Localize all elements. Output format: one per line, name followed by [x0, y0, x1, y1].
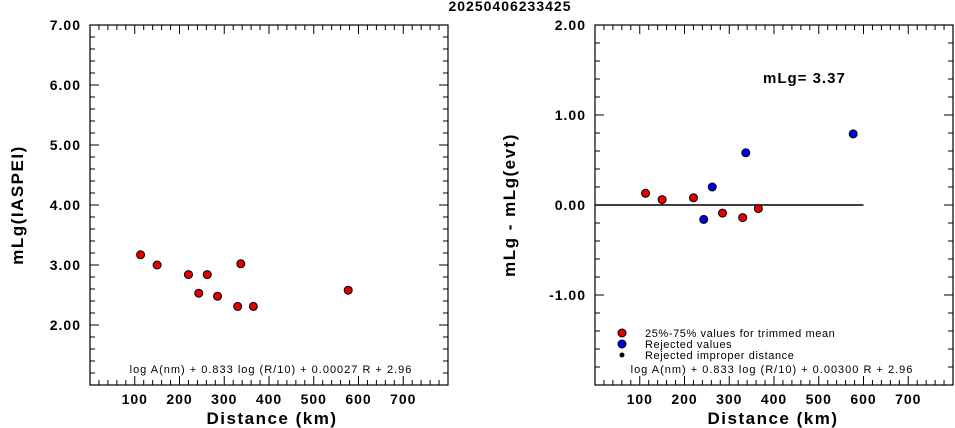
data-point: [136, 250, 146, 260]
x-tick-label: 300: [211, 391, 237, 407]
y-tick-label: 2.00: [555, 17, 586, 33]
data-point: [718, 208, 728, 218]
x-tick-label: 600: [850, 391, 876, 407]
right-y-axis-label: mLg - mLg(evt): [500, 133, 519, 277]
data-point: [213, 291, 223, 301]
legend-label-improper: Rejected improper distance: [645, 350, 795, 362]
x-tick-label: 700: [390, 391, 416, 407]
data-point: [688, 193, 698, 203]
legend-marker-rejected: [617, 339, 627, 349]
legend-label-trimmed: 25%-75% values for trimmed mean: [645, 328, 835, 340]
data-point: [848, 129, 858, 139]
left-x-tick-labels: 100 200 300 400 500 600 700: [122, 391, 416, 407]
data-point: [343, 285, 353, 295]
legend-marker-trimmed: [617, 328, 627, 338]
figure-title: 20250406233425: [448, 0, 571, 14]
y-tick-label: 1.00: [555, 107, 586, 123]
x-tick-label: 400: [256, 391, 282, 407]
x-tick-label: 600: [345, 391, 371, 407]
right-y-tick-labels: -1.00 0.00 1.00 2.00: [549, 17, 586, 303]
data-point: [738, 213, 748, 223]
data-point: [753, 204, 763, 214]
data-point: [641, 188, 651, 198]
right-x-axis-label: Distance (km): [708, 409, 839, 428]
data-point: [183, 270, 193, 280]
y-tick-label: 2.00: [50, 317, 81, 333]
data-point: [657, 195, 667, 205]
data-point: [248, 301, 258, 311]
y-tick-label: 7.00: [50, 17, 81, 33]
data-point: [707, 182, 717, 192]
right-data-points: [641, 129, 858, 224]
x-tick-label: 200: [671, 391, 697, 407]
x-tick-label: 400: [761, 391, 787, 407]
left-x-axis-label: Distance (km): [207, 409, 338, 428]
mlg-annotation: mLg= 3.37: [763, 70, 846, 87]
y-tick-label: 3.00: [50, 257, 81, 273]
legend: 25%-75% values for trimmed mean Rejected…: [617, 328, 835, 362]
left-panel: 2.00 3.00 4.00 5.00 6.00 7.00 100 200 300 400 500…: [8, 17, 449, 428]
right-x-tick-labels: 100 200 300 400 500 600 700: [627, 391, 921, 407]
data-point: [152, 260, 162, 270]
right-formula: log A(nm) + 0.833 log (R/10) + 0.00300 R…: [631, 364, 914, 376]
x-tick-label: 500: [301, 391, 327, 407]
x-tick-label: 200: [166, 391, 192, 407]
data-point: [699, 214, 709, 224]
left-plot-frame: [89, 24, 449, 386]
left-y-axis-label: mLg(IASPEI): [8, 145, 27, 264]
x-tick-label: 100: [627, 391, 653, 407]
y-tick-label: 5.00: [50, 137, 81, 153]
data-point: [233, 301, 243, 311]
left-data-points: [136, 250, 353, 311]
x-tick-label: 300: [716, 391, 742, 407]
legend-label-rejected: Rejected values: [645, 339, 732, 351]
x-tick-label: 500: [806, 391, 832, 407]
y-tick-label: 4.00: [50, 197, 81, 213]
y-tick-label: 6.00: [50, 77, 81, 93]
y-tick-label: -1.00: [549, 287, 586, 303]
legend-marker-improper: [619, 352, 625, 358]
left-y-tick-labels: 2.00 3.00 4.00 5.00 6.00 7.00: [50, 17, 81, 333]
data-point: [741, 148, 751, 158]
data-point: [194, 288, 204, 298]
y-tick-label: 0.00: [555, 197, 586, 213]
right-panel: -1.000.001.002.00 100 200 300 400 500 600 700 …: [500, 17, 954, 428]
data-point: [202, 270, 212, 280]
left-formula: log A(nm) + 0.833 log (R/10) + 0.00027 R…: [130, 364, 413, 376]
x-tick-label: 700: [895, 391, 921, 407]
data-point: [236, 259, 246, 269]
x-tick-label: 100: [122, 391, 148, 407]
left-tick-marks: [89, 24, 449, 386]
